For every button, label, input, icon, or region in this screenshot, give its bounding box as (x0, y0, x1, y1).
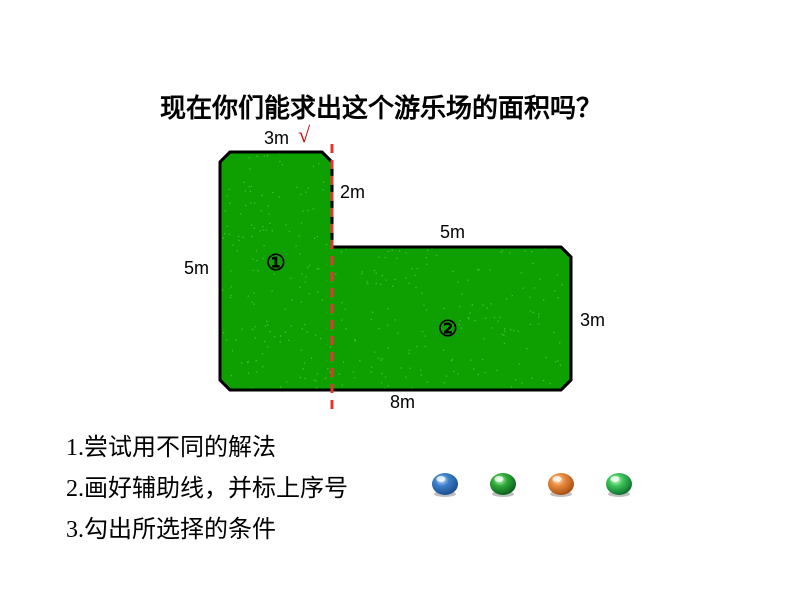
instruction-3: 3.勾出所选择的条件 (66, 512, 348, 549)
bead-green-dark (488, 472, 518, 498)
bead-orange (546, 472, 576, 498)
instruction-1: 1.尝试用不同的解法 (66, 430, 348, 467)
dim-right-2m: 2m (340, 182, 365, 203)
bead-green (604, 472, 634, 498)
instructions-list: 1.尝试用不同的解法 2.画好辅助线，并标上序号 3.勾出所选择的条件 (66, 430, 348, 554)
dim-top-5m: 5m (440, 222, 465, 243)
checkmark-icon: √ (298, 122, 310, 148)
instruction-2: 2.画好辅助线，并标上序号 (66, 471, 348, 508)
dim-left-5m: 5m (184, 258, 209, 279)
dim-bottom-8m: 8m (390, 392, 415, 413)
dim-top-3m: 3m (264, 128, 289, 149)
area-diagram: √ 3m 2m 5m 5m 3m 8m ① ② (190, 130, 610, 420)
bead-row (430, 472, 634, 498)
region-label-1: ① (266, 250, 286, 276)
bead-blue (430, 472, 460, 498)
dim-right-3m: 3m (580, 310, 605, 331)
page-title: 现在你们能求出这个游乐场的面积吗？ (160, 88, 602, 125)
l-shape-svg (190, 130, 610, 430)
region-label-2: ② (438, 316, 458, 342)
